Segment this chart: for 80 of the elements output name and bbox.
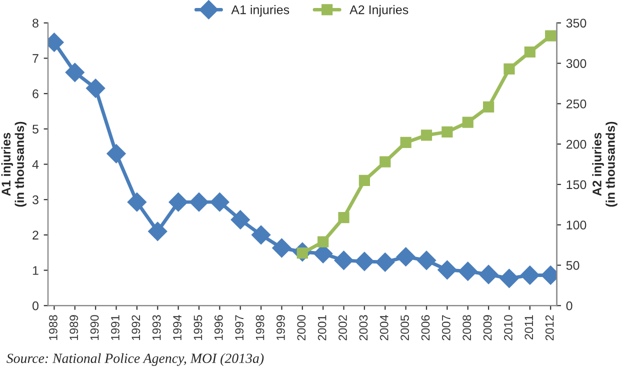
x-tick-label: 1998 xyxy=(256,315,264,340)
x-tick-label: 2008 xyxy=(462,315,472,340)
point xyxy=(338,212,350,224)
x-tick-label: 1990 xyxy=(90,315,99,340)
y2-tick-label: 50 xyxy=(566,261,580,270)
y-tick-label: 5 xyxy=(32,124,38,134)
y-tick-label: 2 xyxy=(32,230,38,240)
x-tick-label: 1995 xyxy=(194,315,202,340)
x-tick-label: 1997 xyxy=(235,315,244,340)
point xyxy=(358,174,370,186)
y2-tick-label: 150 xyxy=(566,180,586,190)
x-tick-label: 1989 xyxy=(70,315,78,340)
point xyxy=(168,192,188,212)
legend-label: A2 Injuries xyxy=(350,5,408,17)
point xyxy=(500,268,519,288)
x-tick-label: 2002 xyxy=(338,315,347,340)
x-tick-label: 2012 xyxy=(545,315,554,340)
point xyxy=(380,156,391,168)
x-tick-label: 2009 xyxy=(483,315,492,340)
point xyxy=(396,247,416,266)
point xyxy=(127,192,146,212)
point xyxy=(252,225,271,244)
y-tick-label: 0 xyxy=(32,301,38,310)
x-tick-label: 1988 xyxy=(49,315,58,340)
x-tick-label: 2004 xyxy=(380,314,388,340)
x-tick-label: 2003 xyxy=(359,315,368,340)
point xyxy=(318,236,329,248)
point xyxy=(86,78,106,98)
point xyxy=(458,262,478,281)
y-axis-title: A1 injuries (in thousands) xyxy=(1,122,26,207)
point xyxy=(482,101,494,112)
y-tick-label: 1 xyxy=(32,266,38,275)
x-tick-label: 1996 xyxy=(214,315,223,340)
y-tick-label: 8 xyxy=(32,18,38,28)
x-tick-label: 2001 xyxy=(318,315,326,340)
y2-axis-title: A2 injuries (in thousands) xyxy=(592,122,618,207)
point xyxy=(504,63,515,75)
y-tick-label: 7 xyxy=(32,54,38,63)
x-tick-label: 2000 xyxy=(297,315,306,340)
point xyxy=(230,210,250,230)
y2-tick-label: 300 xyxy=(566,59,586,68)
y-tick-label: 4 xyxy=(32,160,39,169)
y-tick-label: 3 xyxy=(32,195,38,204)
point xyxy=(438,260,457,280)
point xyxy=(545,30,556,42)
point xyxy=(334,250,354,270)
x-tick-label: 2005 xyxy=(400,315,409,340)
point xyxy=(210,192,230,212)
point xyxy=(442,126,453,138)
x-tick-label: 1991 xyxy=(111,315,120,340)
y2-tick-label: 200 xyxy=(566,140,586,149)
point xyxy=(106,144,126,164)
x-tick-label: 1994 xyxy=(173,314,182,340)
point xyxy=(354,252,374,271)
point xyxy=(520,266,540,285)
x-tick-label: 2006 xyxy=(421,315,430,340)
x-tick-label: 1992 xyxy=(132,315,140,340)
x-tick-label: 2011 xyxy=(524,315,534,340)
source-note: Source: National Police Agency, MOI (2013a) xyxy=(6,353,264,366)
point xyxy=(462,116,474,128)
point xyxy=(272,238,292,258)
y2-tick-label: 350 xyxy=(566,18,586,28)
y2-tick-label: 0 xyxy=(566,301,572,310)
legend-label: A1 injuries xyxy=(231,5,290,17)
point xyxy=(400,136,412,148)
point xyxy=(65,62,84,82)
point xyxy=(479,264,498,284)
point xyxy=(416,250,436,270)
x-tick-label: 2007 xyxy=(442,315,450,340)
x-tick-label: 2010 xyxy=(504,315,512,340)
x-tick-label: 1993 xyxy=(152,315,161,340)
point xyxy=(420,130,432,141)
point xyxy=(189,192,209,212)
y2-tick-label: 250 xyxy=(566,99,586,108)
y-tick-label: 6 xyxy=(32,89,38,98)
point xyxy=(524,46,536,58)
point xyxy=(148,222,168,241)
x-tick-label: 1999 xyxy=(276,315,285,340)
point xyxy=(376,252,395,272)
y2-tick-label: 100 xyxy=(566,220,586,230)
